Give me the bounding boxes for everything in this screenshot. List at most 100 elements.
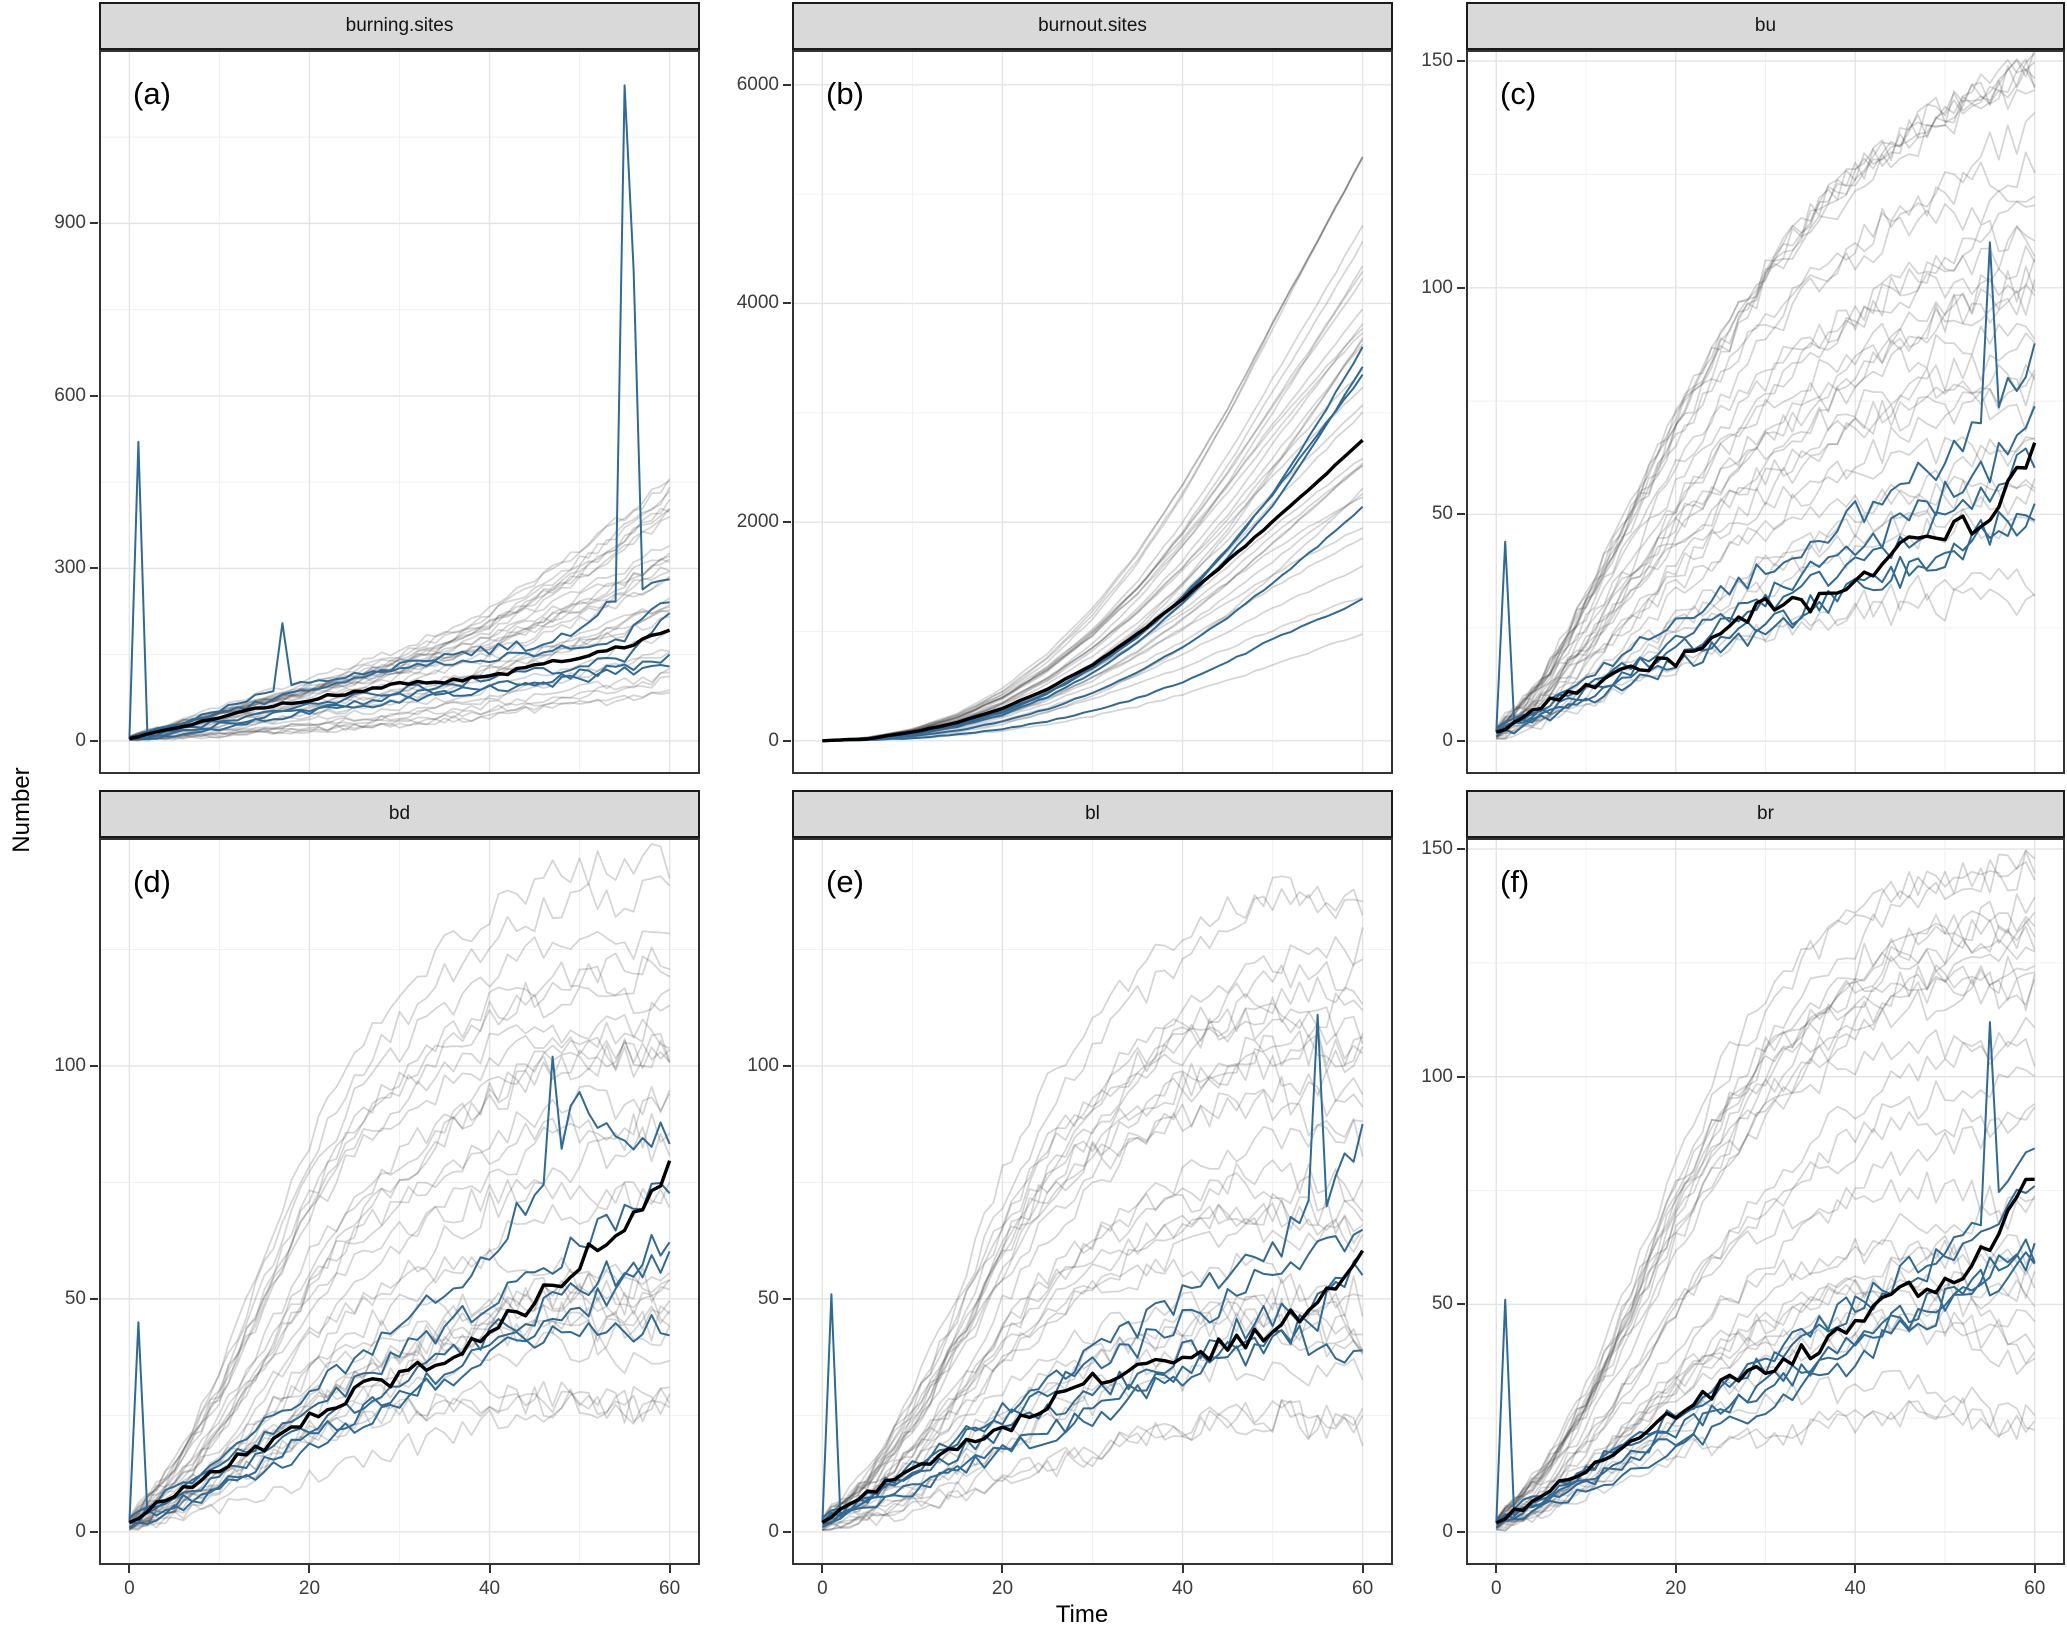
facet-strip-label: burnout.sites	[1038, 15, 1147, 36]
panel-canvas-b	[794, 52, 1391, 772]
x-tick-mark	[2033, 1565, 2036, 1573]
y-tick-label: 2000	[736, 511, 779, 533]
y-tick-mark	[1457, 286, 1465, 289]
x-tick-mark	[668, 1565, 671, 1573]
facet-panel-br: (f)	[1466, 838, 2065, 1565]
y-tick-mark	[783, 83, 791, 86]
y-tick-mark	[783, 1297, 791, 1300]
facet-panel-burnout-sites: (b)	[792, 50, 1393, 774]
y-tick-label: 50	[757, 1287, 779, 1309]
facet-panel-burning-sites: (a)	[99, 50, 700, 774]
panel-tag-f: (f)	[1500, 864, 1530, 899]
x-tick-mark	[1181, 1565, 1184, 1573]
y-tick-mark	[90, 567, 98, 570]
y-tick-label: 150	[1421, 50, 1453, 72]
y-tick-mark	[1457, 1531, 1465, 1534]
y-tick-mark	[90, 222, 98, 225]
panel-canvas-c	[1468, 52, 2063, 772]
x-tick-mark	[488, 1565, 491, 1573]
y-tick-label: 50	[64, 1287, 86, 1309]
panel-canvas-a	[101, 52, 698, 772]
y-tick-mark	[783, 1064, 791, 1067]
x-tick-mark	[821, 1565, 824, 1573]
facet-strip-label: burning.sites	[345, 15, 454, 36]
facet-strip-bd: bd	[99, 790, 700, 838]
x-tick-mark	[1001, 1565, 1004, 1573]
facet-panel-bd: (d)	[99, 838, 700, 1565]
x-tick-label: 40	[1844, 1578, 1866, 1599]
y-tick-mark	[1457, 848, 1465, 851]
facet-strip-burnout-sites: burnout.sites	[792, 2, 1393, 50]
y-tick-label: 100	[54, 1054, 86, 1076]
panel-tag-c: (c)	[1500, 76, 1537, 111]
facet-strip-br: br	[1466, 790, 2065, 838]
y-tick-mark	[783, 1530, 791, 1533]
x-tick-label: 40	[1171, 1578, 1194, 1599]
panel-canvas-f	[1468, 840, 2063, 1563]
x-tick-label: 60	[2024, 1578, 2046, 1599]
panel-canvas-d	[101, 840, 698, 1563]
facet-strip-burning-sites: burning.sites	[99, 2, 700, 50]
facet-strip-bl: bl	[792, 790, 1393, 838]
panel-canvas-e	[794, 840, 1391, 1563]
x-tick-mark	[1495, 1565, 1498, 1573]
panel-tag-a: (a)	[133, 76, 171, 111]
y-tick-label: 0	[1442, 1521, 1453, 1543]
y-tick-label: 50	[1431, 1293, 1453, 1315]
facet-strip-bu: bu	[1466, 2, 2065, 50]
panel-tag-e: (e)	[826, 864, 864, 899]
panel-tag-b: (b)	[826, 76, 864, 111]
y-tick-mark	[783, 521, 791, 524]
x-tick-label: 60	[1352, 1578, 1374, 1599]
x-tick-label: 0	[817, 1578, 828, 1599]
x-tick-label: 20	[1665, 1578, 1687, 1599]
x-tick-label: 0	[1490, 1578, 1502, 1599]
y-tick-mark	[90, 1297, 98, 1300]
y-tick-mark	[90, 1530, 98, 1533]
x-tick-label: 40	[478, 1578, 501, 1599]
x-tick-mark	[308, 1565, 311, 1573]
y-tick-mark	[1457, 1075, 1465, 1078]
y-tick-label: 0	[1442, 730, 1453, 752]
x-tick-label: 0	[124, 1578, 135, 1599]
y-tick-mark	[1457, 513, 1465, 516]
y-axis-title: Number	[8, 767, 35, 853]
y-tick-label: 0	[75, 729, 86, 751]
y-tick-mark	[783, 739, 791, 742]
x-tick-label: 20	[298, 1578, 321, 1599]
x-tick-mark	[1361, 1565, 1364, 1573]
facet-panel-bu: (c)	[1466, 50, 2065, 774]
facet-strip-label: bu	[1754, 15, 1777, 36]
panel-tag-d: (d)	[133, 864, 171, 899]
y-tick-mark	[90, 394, 98, 397]
y-tick-label: 900	[54, 212, 86, 234]
y-tick-label: 0	[75, 1520, 86, 1542]
y-tick-label: 300	[54, 557, 86, 579]
y-tick-label: 50	[1431, 503, 1453, 525]
x-tick-mark	[128, 1565, 131, 1573]
y-tick-label: 0	[768, 1520, 779, 1542]
y-tick-label: 6000	[736, 73, 779, 95]
y-tick-label: 600	[54, 384, 86, 406]
y-tick-mark	[1457, 60, 1465, 63]
y-tick-label: 100	[1421, 276, 1453, 298]
y-tick-label: 100	[747, 1054, 779, 1076]
y-tick-label: 0	[768, 729, 779, 751]
facet-strip-label: br	[1757, 803, 1774, 824]
facet-strip-label: bl	[1085, 803, 1100, 824]
y-tick-label: 150	[1421, 838, 1453, 860]
y-tick-mark	[783, 302, 791, 305]
x-tick-label: 60	[659, 1578, 681, 1599]
y-tick-label: 100	[1421, 1065, 1453, 1087]
y-tick-mark	[90, 739, 98, 742]
x-tick-label: 20	[991, 1578, 1014, 1599]
y-tick-mark	[1457, 740, 1465, 743]
y-tick-mark	[1457, 1303, 1465, 1306]
facet-strip-label: bd	[388, 803, 411, 824]
y-tick-mark	[90, 1064, 98, 1067]
y-tick-label: 4000	[736, 292, 779, 314]
facet-panel-bl: (e)	[792, 838, 1393, 1565]
x-tick-mark	[1674, 1565, 1677, 1573]
x-tick-mark	[1854, 1565, 1857, 1573]
